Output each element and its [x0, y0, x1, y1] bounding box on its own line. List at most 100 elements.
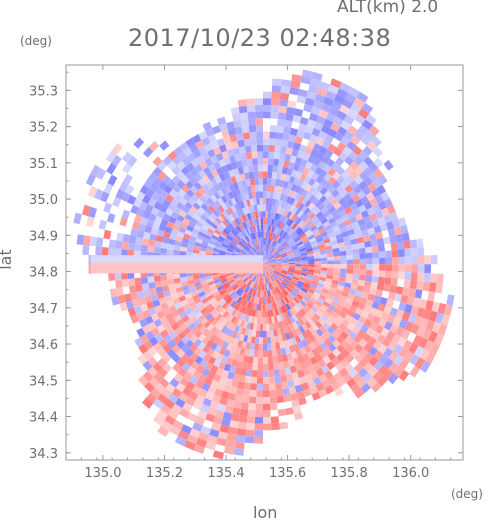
radar-bin: [243, 132, 250, 139]
radar-bin: [372, 252, 379, 259]
y-tick-label: 34.8: [29, 266, 58, 281]
radar-bin: [263, 384, 269, 391]
radar-bin: [99, 220, 107, 230]
radar-bin: [258, 364, 264, 371]
radar-bin: [245, 436, 255, 443]
radar-bin: [261, 304, 263, 311]
radar-bin: [235, 442, 245, 450]
radar-bin: [263, 198, 266, 205]
radar-bin: [160, 248, 167, 254]
radar-bin: [248, 403, 256, 410]
radar-bin: [373, 264, 380, 270]
y-tick-label: 34.3: [29, 447, 58, 462]
radar-bin: [283, 127, 291, 135]
radar-bin: [147, 276, 154, 283]
radar-bin: [274, 369, 280, 376]
radar-bin: [269, 138, 276, 145]
radar-bin: [251, 377, 257, 384]
radar-bin: [260, 317, 263, 324]
radar-bin: [256, 397, 263, 404]
radar-bin: [256, 131, 263, 138]
radar-bin: [244, 139, 251, 146]
radar-bin: [263, 390, 270, 397]
radar-bin: [271, 98, 280, 105]
radar-bin: [236, 435, 246, 443]
radar-bin: [410, 239, 417, 248]
radar-bin: [246, 152, 252, 159]
radar-bin: [402, 287, 410, 296]
radar-bin: [398, 249, 405, 257]
x-tick-label: 136.0: [392, 466, 429, 481]
radar-bin: [256, 330, 260, 337]
radar-bin: [248, 165, 254, 172]
radar-bin: [269, 383, 276, 390]
radar-bin: [263, 131, 270, 138]
radar-bin: [389, 235, 397, 243]
radar-bin: [254, 350, 259, 357]
radar-bin: [431, 255, 438, 264]
radar-bin: [278, 409, 286, 417]
radar-bin: [270, 397, 277, 404]
y-tick-label: 35.3: [29, 84, 58, 99]
radar-bin: [392, 257, 399, 264]
radar-bin: [347, 259, 354, 264]
radar-bin: [271, 105, 280, 112]
radar-bin: [257, 151, 263, 158]
radar-bin: [353, 269, 360, 275]
radar-bin: [366, 264, 373, 270]
radar-bin: [233, 401, 241, 409]
y-tick-label: 35.2: [29, 121, 58, 136]
radar-bin: [347, 255, 354, 260]
radar-bin: [263, 311, 266, 318]
radar-bin: [392, 264, 399, 271]
radar-bin: [272, 85, 281, 92]
radar-bin: [102, 247, 109, 256]
radar-bin: [411, 248, 418, 257]
radar-bin: [247, 410, 255, 417]
radar-bin: [255, 417, 263, 424]
y-tick-label: 34.6: [29, 338, 58, 353]
radar-bin: [391, 243, 398, 251]
radar-bin: [397, 241, 404, 249]
radar-bin: [239, 415, 248, 423]
radar-bin: [260, 311, 263, 318]
radar-bin: [235, 127, 243, 135]
radar-bin: [423, 282, 431, 292]
radar-bin: [259, 337, 263, 344]
radar-bin: [269, 390, 276, 397]
radar-bin: [276, 132, 283, 139]
radar-bin: [279, 106, 288, 114]
radar-bin: [263, 158, 268, 165]
radar-bin: [250, 132, 257, 139]
radar-bin: [257, 138, 264, 145]
radar-bin: [154, 275, 161, 282]
radar-bin: [232, 113, 241, 121]
radar-bin: [263, 224, 265, 231]
radar-bin: [258, 158, 264, 165]
radar-bin: [258, 165, 263, 172]
radar-bin: [263, 218, 265, 225]
radar-bin: [268, 357, 273, 364]
radar-bin: [141, 245, 148, 252]
radar-bin: [246, 369, 252, 376]
radar-bin: [379, 251, 386, 258]
radar-bin: [405, 256, 412, 264]
radar-bin: [142, 238, 150, 246]
radar-bin: [159, 140, 169, 150]
radar-bin: [340, 269, 347, 274]
radar-bin: [247, 416, 256, 423]
radar-bin: [347, 269, 354, 274]
radar-bin: [236, 133, 244, 141]
radar-bin: [259, 191, 263, 198]
radar-bin: [249, 125, 256, 132]
radar-bin: [213, 450, 224, 459]
radar-bin: [273, 363, 279, 370]
radar-bin: [398, 272, 405, 280]
radar-bin: [277, 126, 285, 134]
radar-bin: [246, 423, 255, 430]
radar-bin: [359, 275, 366, 281]
radar-bin: [271, 92, 280, 99]
radar-bin: [347, 264, 354, 269]
radar-bin: [359, 270, 366, 276]
radar-bin: [241, 119, 249, 127]
